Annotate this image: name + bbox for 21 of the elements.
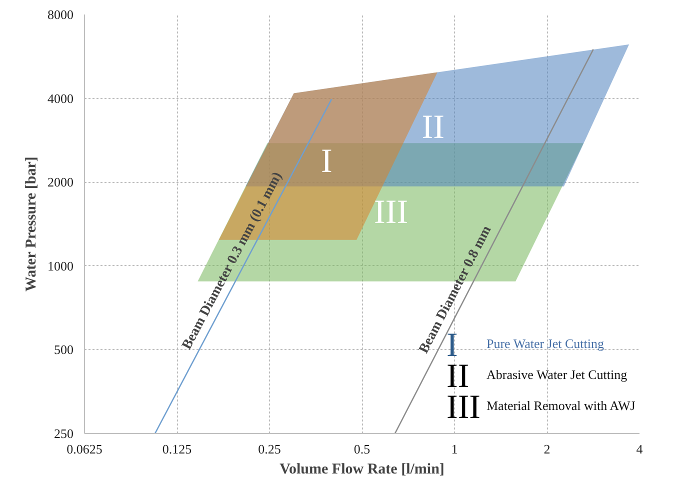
x-tick-label: 1 — [451, 442, 458, 456]
x-tick-label: 0.125 — [162, 442, 192, 456]
annotation: Pure Water Jet Cutting — [486, 336, 604, 351]
annotation: Abrasive Water Jet Cutting — [486, 367, 628, 382]
y-tick-label: 4000 — [48, 90, 74, 106]
y-tick-label: 1000 — [48, 258, 74, 274]
annotation: II — [422, 109, 444, 146]
annotation: Material Removal with AWJ — [486, 398, 636, 413]
x-tick-label: 0.25 — [258, 442, 281, 456]
y-tick-label: 500 — [54, 342, 74, 358]
y-tick-label: 8000 — [48, 7, 74, 22]
x-axis-title: Volume Flow Rate [l/min] — [280, 462, 444, 478]
x-tick-label: 0.5 — [354, 442, 370, 456]
annotation: III — [374, 194, 408, 231]
x-tick-label: 0.0625 — [66, 442, 102, 456]
x-tick-label: 2 — [544, 442, 550, 456]
x-tick-label: 4 — [636, 442, 644, 456]
y-axis-title: Water Pressure [bar] — [24, 156, 40, 292]
annotation: I — [321, 142, 332, 180]
y-tick-label: 250 — [54, 426, 74, 441]
y-tick-label: 2000 — [48, 174, 74, 190]
